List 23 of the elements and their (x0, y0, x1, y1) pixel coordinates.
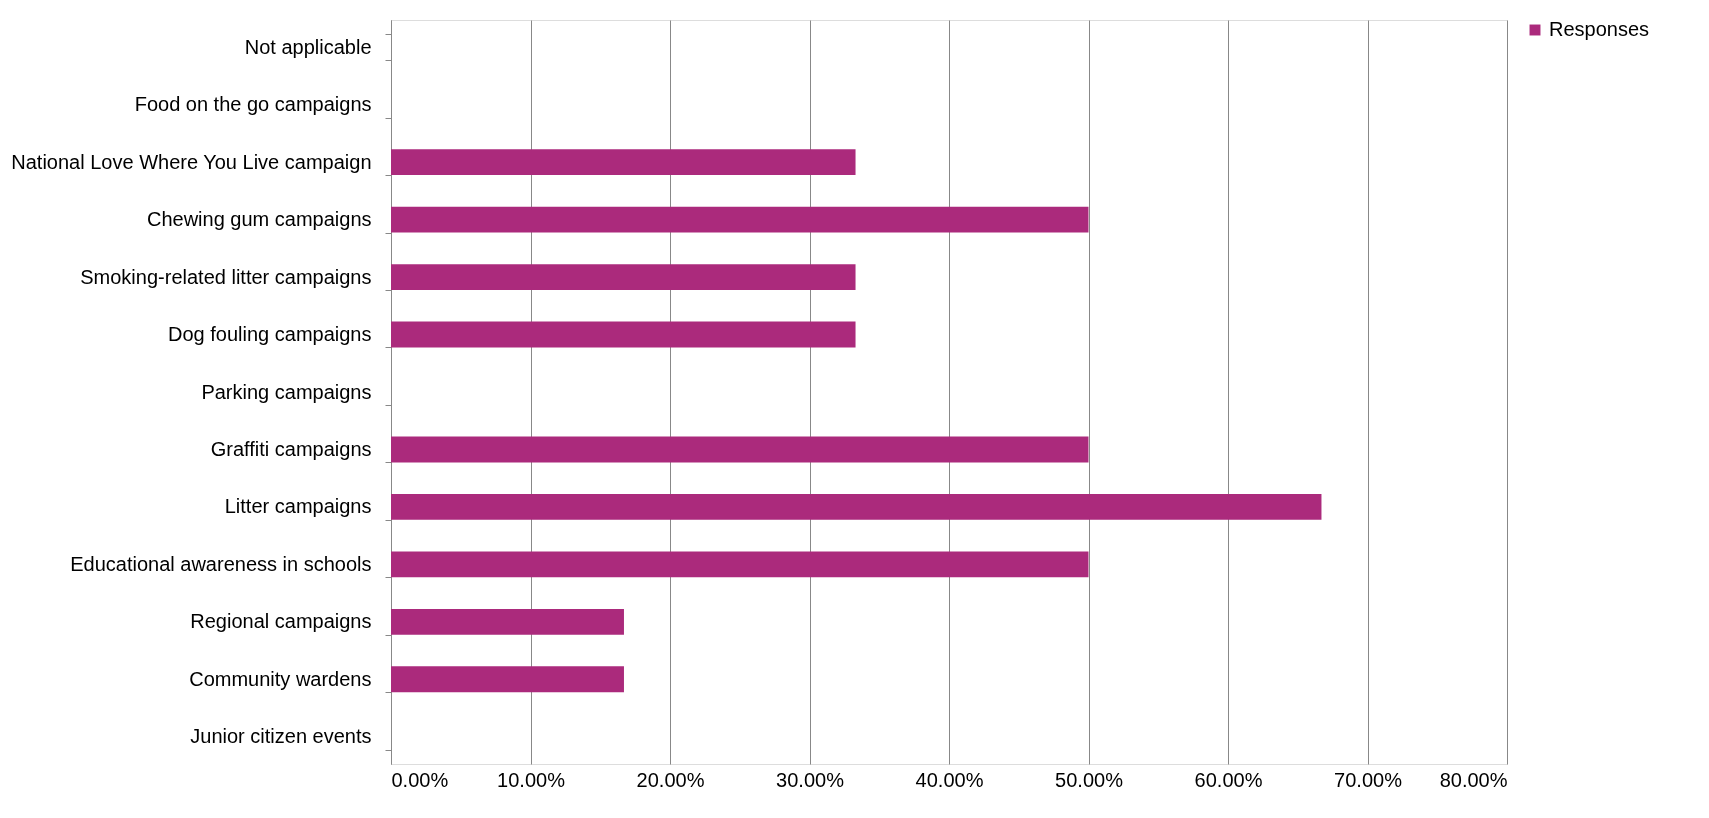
x-tick-label: 20.00% (636, 768, 705, 791)
x-tick-label: 80.00% (1439, 768, 1508, 791)
y-tick-label: Smoking-related litter campaigns (80, 265, 372, 288)
legend-label: Responses (1549, 18, 1650, 40)
x-tick-label: 60.00% (1194, 768, 1263, 791)
y-tick-label: Junior citizen events (190, 725, 372, 748)
y-tick-label: National Love Where You Live campaign (11, 150, 372, 173)
y-tick-label: Educational awareness in schools (70, 552, 372, 575)
y-tick-label: Not applicable (244, 35, 372, 58)
y-tick-label: Community wardens (189, 667, 372, 690)
y-tick-label: Graffiti campaigns (210, 437, 372, 460)
x-tick-label: 50.00% (1055, 768, 1124, 791)
y-tick-label: Parking campaigns (201, 380, 372, 403)
x-tick-label: 70.00% (1334, 768, 1403, 791)
y-tick-label: Regional campaigns (190, 610, 372, 633)
x-tick-label: 0.00% (391, 768, 449, 791)
x-tick-label: 10.00% (497, 768, 566, 791)
y-tick-label: Food on the go campaigns (134, 93, 372, 116)
y-tick-label: Litter campaigns (224, 495, 372, 518)
y-tick-label: Dog fouling campaigns (168, 323, 372, 346)
y-tick-label: Chewing gum campaigns (146, 208, 372, 231)
x-tick-label: 40.00% (915, 768, 984, 791)
x-tick-label: 30.00% (776, 768, 845, 791)
